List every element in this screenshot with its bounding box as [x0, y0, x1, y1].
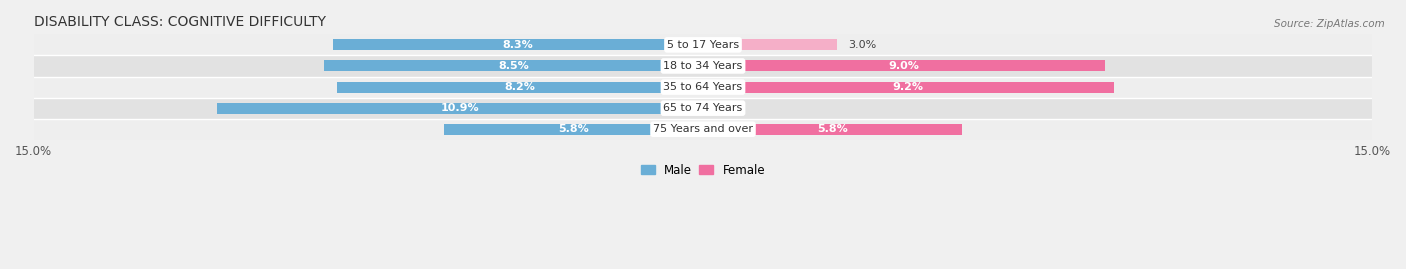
- Bar: [444, 124, 703, 135]
- Bar: [337, 82, 703, 93]
- Text: 8.3%: 8.3%: [502, 40, 533, 50]
- Text: 5.8%: 5.8%: [558, 124, 589, 134]
- Text: 65 to 74 Years: 65 to 74 Years: [664, 103, 742, 113]
- Text: 0.0%: 0.0%: [714, 103, 742, 113]
- Text: DISABILITY CLASS: COGNITIVE DIFFICULTY: DISABILITY CLASS: COGNITIVE DIFFICULTY: [34, 15, 326, 29]
- Bar: [333, 39, 703, 50]
- Bar: [34, 119, 1372, 140]
- Text: 5 to 17 Years: 5 to 17 Years: [666, 40, 740, 50]
- Bar: [34, 55, 1372, 76]
- Text: 10.9%: 10.9%: [440, 103, 479, 113]
- Legend: Male, Female: Male, Female: [636, 159, 770, 181]
- Text: 8.5%: 8.5%: [498, 61, 529, 71]
- Text: 5.8%: 5.8%: [817, 124, 848, 134]
- Text: 18 to 34 Years: 18 to 34 Years: [664, 61, 742, 71]
- Text: 8.2%: 8.2%: [505, 82, 536, 92]
- Bar: [323, 61, 703, 72]
- Text: 9.0%: 9.0%: [889, 61, 920, 71]
- Bar: [703, 61, 1105, 72]
- Bar: [703, 39, 837, 50]
- Bar: [217, 103, 703, 114]
- Text: 3.0%: 3.0%: [848, 40, 876, 50]
- Bar: [703, 82, 1114, 93]
- Bar: [34, 98, 1372, 119]
- Text: Source: ZipAtlas.com: Source: ZipAtlas.com: [1274, 19, 1385, 29]
- Bar: [703, 124, 962, 135]
- Bar: [34, 76, 1372, 98]
- Text: 75 Years and over: 75 Years and over: [652, 124, 754, 134]
- Bar: [34, 34, 1372, 55]
- Text: 9.2%: 9.2%: [893, 82, 924, 92]
- Text: 35 to 64 Years: 35 to 64 Years: [664, 82, 742, 92]
